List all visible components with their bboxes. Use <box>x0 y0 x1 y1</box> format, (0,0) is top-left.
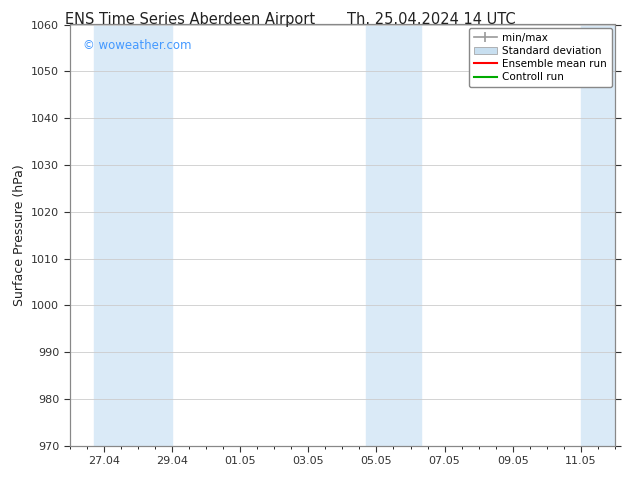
Bar <box>366 24 421 446</box>
Text: Th. 25.04.2024 14 UTC: Th. 25.04.2024 14 UTC <box>347 12 515 27</box>
Bar <box>94 24 172 446</box>
Text: © woweather.com: © woweather.com <box>83 39 192 52</box>
Legend: min/max, Standard deviation, Ensemble mean run, Controll run: min/max, Standard deviation, Ensemble me… <box>469 27 612 87</box>
Text: ENS Time Series Aberdeen Airport: ENS Time Series Aberdeen Airport <box>65 12 315 27</box>
Y-axis label: Surface Pressure (hPa): Surface Pressure (hPa) <box>13 164 25 306</box>
Bar <box>581 24 615 446</box>
